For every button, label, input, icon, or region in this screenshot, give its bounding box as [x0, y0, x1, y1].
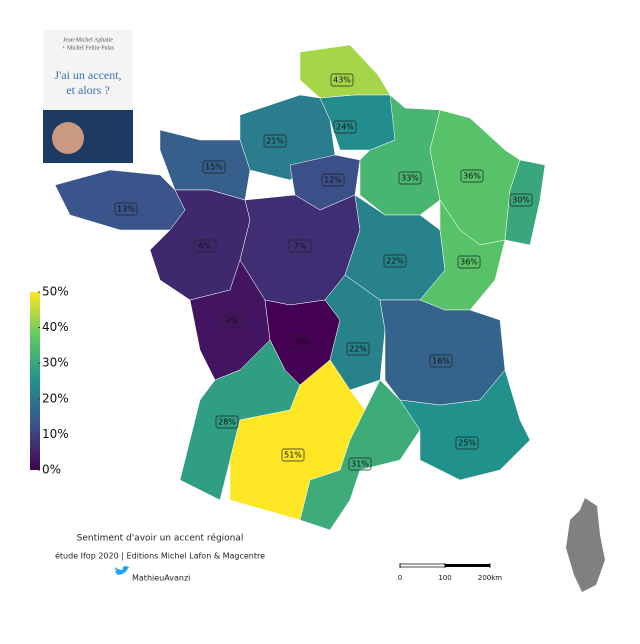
label-box	[333, 120, 357, 134]
book-cover: Jean-Michel Aphatie + Michel Feltin-Pala…	[43, 30, 133, 163]
colorbar	[30, 292, 40, 470]
value-label: 31%	[351, 460, 369, 469]
value-label: 33%	[401, 174, 419, 183]
label-box	[215, 415, 239, 429]
label-box	[281, 448, 305, 462]
value-label: 36%	[463, 172, 481, 181]
label-box	[290, 335, 314, 349]
value-label: 22%	[386, 257, 404, 266]
colorbar-label: 20%	[42, 391, 69, 405]
value-label: 15%	[205, 163, 223, 172]
region	[399, 369, 531, 481]
scale-black	[445, 564, 490, 567]
label-box	[263, 134, 287, 148]
colorbar-label: 50%	[42, 285, 69, 299]
label-box	[455, 436, 479, 450]
book-title: J'ai un accent,	[54, 68, 121, 82]
region	[54, 169, 186, 231]
label-box	[202, 160, 226, 174]
value-label: 21%	[266, 137, 284, 146]
book-photo-face	[52, 122, 84, 154]
region	[379, 299, 506, 406]
map-title: Sentiment d'avoir un accent régional	[77, 533, 244, 544]
scale-label: 100	[438, 574, 451, 582]
label-box	[114, 202, 138, 216]
colorbar-label: 0%	[42, 463, 61, 477]
value-label: 28%	[218, 418, 236, 427]
regions: 43% 24% 21% 15% 12% 33% 36% 30% 13% 6% 7% 22% 36% 3% 0…	[54, 44, 546, 531]
value-label: 16%	[432, 357, 450, 366]
value-label: 51%	[284, 451, 302, 460]
label-box	[330, 73, 354, 87]
book-title: et alors ?	[66, 83, 109, 97]
colorbar-label: 40%	[42, 320, 69, 334]
value-label: 30%	[512, 196, 530, 205]
value-label: 24%	[336, 123, 354, 132]
value-label: 0%	[296, 338, 309, 347]
value-label: 7%	[294, 242, 307, 251]
corsica	[566, 498, 605, 592]
colorbar-label: 10%	[42, 427, 69, 441]
value-label: 25%	[458, 439, 476, 448]
value-label: 22%	[349, 345, 367, 354]
value-label: 12%	[324, 176, 342, 185]
label-box	[346, 342, 370, 356]
colorbar-ticks: 0% 10% 20% 30% 40% 50%	[38, 285, 69, 477]
label-box	[429, 354, 453, 368]
scale-label: 0	[398, 574, 402, 582]
value-label: 36%	[460, 258, 478, 267]
label-box	[288, 239, 312, 253]
label-box	[220, 314, 244, 328]
label-box	[348, 457, 372, 471]
colorbar-label: 30%	[42, 356, 69, 370]
label-box	[383, 254, 407, 268]
value-label: 13%	[117, 205, 135, 214]
credit: MathieuAvanzi	[132, 574, 190, 583]
label-box	[193, 239, 217, 253]
value-label: 3%	[226, 317, 239, 326]
value-label: 43%	[333, 76, 351, 85]
label-box	[460, 169, 484, 183]
region	[504, 159, 546, 246]
scale-white	[399, 563, 446, 568]
region	[299, 44, 391, 99]
twitter-icon	[114, 566, 130, 575]
book-author: + Michel Feltin-Palas	[62, 45, 115, 51]
book-author: Jean-Michel Aphatie	[63, 37, 113, 43]
scale-bar: 0 100 200km	[398, 563, 502, 582]
scale-label: 200km	[478, 574, 502, 582]
label-box	[398, 171, 422, 185]
value-label: 6%	[199, 242, 212, 251]
label-box	[457, 255, 481, 269]
label-box	[509, 193, 533, 207]
map-subtitle: étude Ifop 2020 | Editions Michel Lafon …	[55, 551, 265, 561]
label-box	[321, 173, 345, 187]
